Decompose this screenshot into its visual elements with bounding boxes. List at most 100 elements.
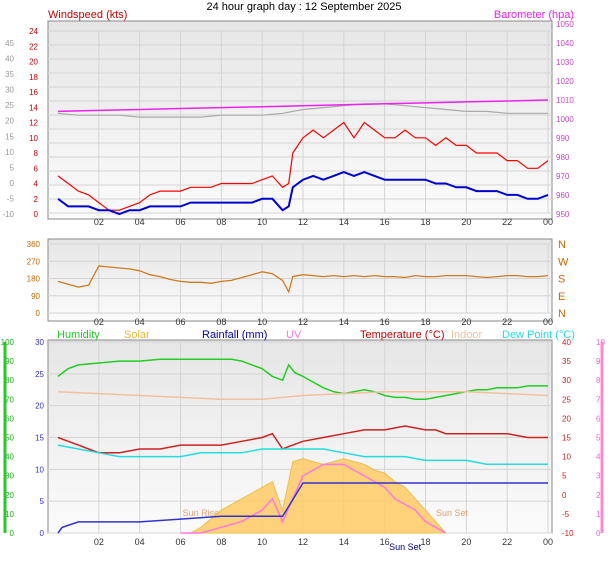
y-tick-label: 4 [34,180,39,189]
y-tick-label: 5 [40,497,45,506]
y-tick-label: 45 [5,39,14,48]
y-tick-label: 15 [562,434,571,443]
y-tick-label: 1030 [556,58,574,67]
x-tick-label: 10 [257,317,267,327]
y-tick-label: -5 [7,194,15,203]
y-tick-label: 0 [40,529,45,538]
x-tick-label: 08 [216,537,226,547]
y-tick-label: 100 [1,338,15,347]
y-tick-label: 10 [29,134,38,143]
y-tick-label: -10 [2,210,14,219]
y-tick-label: N [558,308,566,320]
y-tick-label: 1 [596,510,601,519]
y-tick-label: 180 [27,275,41,284]
temperature-line [57,425,548,454]
y-tick-label: 10 [35,465,44,474]
y-tick-label: 30 [5,86,14,95]
y-tick-label: 0 [10,529,15,538]
wind-panel [47,20,553,220]
y-tick-label: 90 [31,292,40,301]
y-tick-label: 10 [562,453,571,462]
x-tick-label: 14 [339,537,349,547]
y-tick-label: E [558,291,565,303]
x-tick-label: 16 [380,317,390,327]
y-tick-label: N [558,239,566,251]
y-tick-label: S [558,274,565,286]
y-tick-label: 960 [556,191,570,200]
y-tick-label: 18 [29,73,38,82]
legend-item: Humidity [57,329,100,341]
y-tick-label: -5 [562,510,570,519]
y-tick-label: 8 [34,149,39,158]
y-tick-label: -10 [562,529,574,538]
x-tick-label: 12 [298,217,308,227]
y-tick-label: 1050 [556,20,574,29]
y-tick-label: 1010 [556,96,574,105]
y-tick-label: 14 [29,103,38,112]
y-tick-label: 40 [562,338,571,347]
y-tick-label: 10 [5,148,14,157]
humidity-line [57,358,548,401]
y-tick-label: 16 [29,88,38,97]
y-tick-label: 35 [5,70,14,79]
y-tick-label: 0 [34,210,39,219]
y-tick-label: 22 [29,42,38,51]
legend-item: Temperature (°C) [360,329,444,341]
x-tick-label: 04 [135,537,145,547]
y-tick-label: 5 [10,163,15,172]
x-tick-label: 14 [339,217,349,227]
x-tick-label: 00 [543,317,553,327]
y-tick-label: 0 [10,179,15,188]
x-tick-label: 12 [298,537,308,547]
x-tick-label: 22 [502,317,512,327]
windspeed-line [57,121,549,211]
y-tick-label: 24 [29,27,38,36]
wind-direction-line [57,265,549,294]
y-tick-label: 60 [5,414,14,423]
x-tick-label: 06 [175,537,185,547]
y-tick-label: 9 [596,357,601,366]
y-tick-label: 990 [556,134,570,143]
y-tick-label: 0 [562,491,567,500]
x-tick-label: 02 [94,537,104,547]
x-tick-label: 08 [216,317,226,327]
y-tick-label: 270 [27,257,41,266]
wind-legend: Windspeed (kts) Barometer (hpa) [48,9,574,21]
legend-item: Rainfall (mm) [202,329,267,341]
y-tick-label: 970 [556,172,570,181]
y-tick-label: 25 [562,395,571,404]
y-tick-label: 90 [5,357,14,366]
y-tick-label: 12 [29,119,38,128]
dewpoint-line [57,444,548,465]
x-tick-label: 20 [461,537,471,547]
y-tick-label: 20 [562,414,571,423]
x-tick-label: 14 [339,317,349,327]
y-tick-label: 70 [5,395,14,404]
y-tick-label: 80 [5,376,14,385]
y-tick-label: 20 [5,491,14,500]
wind-average-line [57,171,549,216]
y-tick-label: 25 [5,101,14,110]
y-tick-label: 1020 [556,77,574,86]
legend-item: Indoor [451,329,483,341]
y-tick-label: 950 [556,210,570,219]
y-tick-label: 0 [596,529,601,538]
barometer-line [57,99,549,113]
y-tick-label: 6 [596,414,601,423]
y-tick-label: 1000 [556,115,574,124]
indoor-line [57,390,549,401]
y-tick-label: 40 [5,55,14,64]
x-tick-label: 12 [298,317,308,327]
y-tick-label: 0 [36,309,41,318]
y-tick-label: 5 [562,472,567,481]
direction-panel [47,238,553,322]
y-tick-label: 20 [5,117,14,126]
sun-annotation: Sun Set [389,542,422,552]
y-tick-label: 50 [5,434,14,443]
y-tick-label: 10 [5,510,14,519]
x-tick-label: 10 [257,537,267,547]
x-tick-label: 04 [135,217,145,227]
y-tick-label: 40 [5,453,14,462]
sun-annotation: Sun Rise [183,508,220,518]
